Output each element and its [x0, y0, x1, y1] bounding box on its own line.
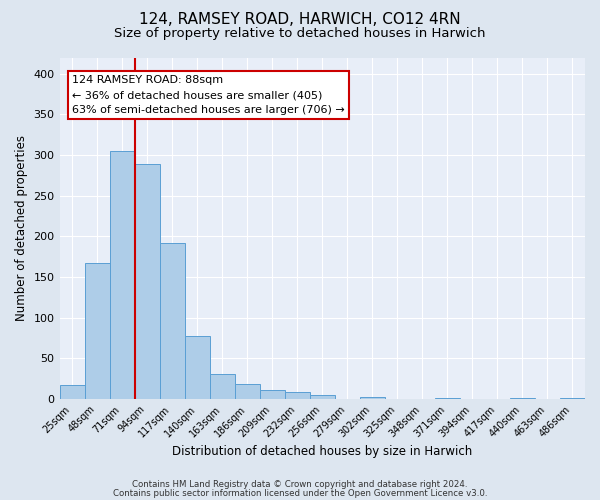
- Bar: [110, 151, 134, 399]
- Text: 124, RAMSEY ROAD, HARWICH, CO12 4RN: 124, RAMSEY ROAD, HARWICH, CO12 4RN: [139, 12, 461, 28]
- Bar: [59, 386, 85, 399]
- Bar: [510, 398, 535, 399]
- Y-axis label: Number of detached properties: Number of detached properties: [15, 136, 28, 322]
- Text: Size of property relative to detached houses in Harwich: Size of property relative to detached ho…: [114, 28, 486, 40]
- Bar: [185, 336, 209, 399]
- Text: Contains public sector information licensed under the Open Government Licence v3: Contains public sector information licen…: [113, 489, 487, 498]
- Bar: [160, 243, 185, 399]
- Bar: [260, 390, 285, 399]
- Text: Contains HM Land Registry data © Crown copyright and database right 2024.: Contains HM Land Registry data © Crown c…: [132, 480, 468, 489]
- Bar: [360, 396, 385, 399]
- Bar: [435, 398, 460, 399]
- Bar: [235, 384, 260, 399]
- X-axis label: Distribution of detached houses by size in Harwich: Distribution of detached houses by size …: [172, 444, 472, 458]
- Bar: [560, 398, 585, 399]
- Bar: [209, 374, 235, 399]
- Bar: [85, 262, 110, 399]
- Text: 124 RAMSEY ROAD: 88sqm
← 36% of detached houses are smaller (405)
63% of semi-de: 124 RAMSEY ROAD: 88sqm ← 36% of detached…: [72, 76, 345, 115]
- Bar: [134, 164, 160, 399]
- Bar: [310, 395, 335, 399]
- Bar: [285, 392, 310, 399]
